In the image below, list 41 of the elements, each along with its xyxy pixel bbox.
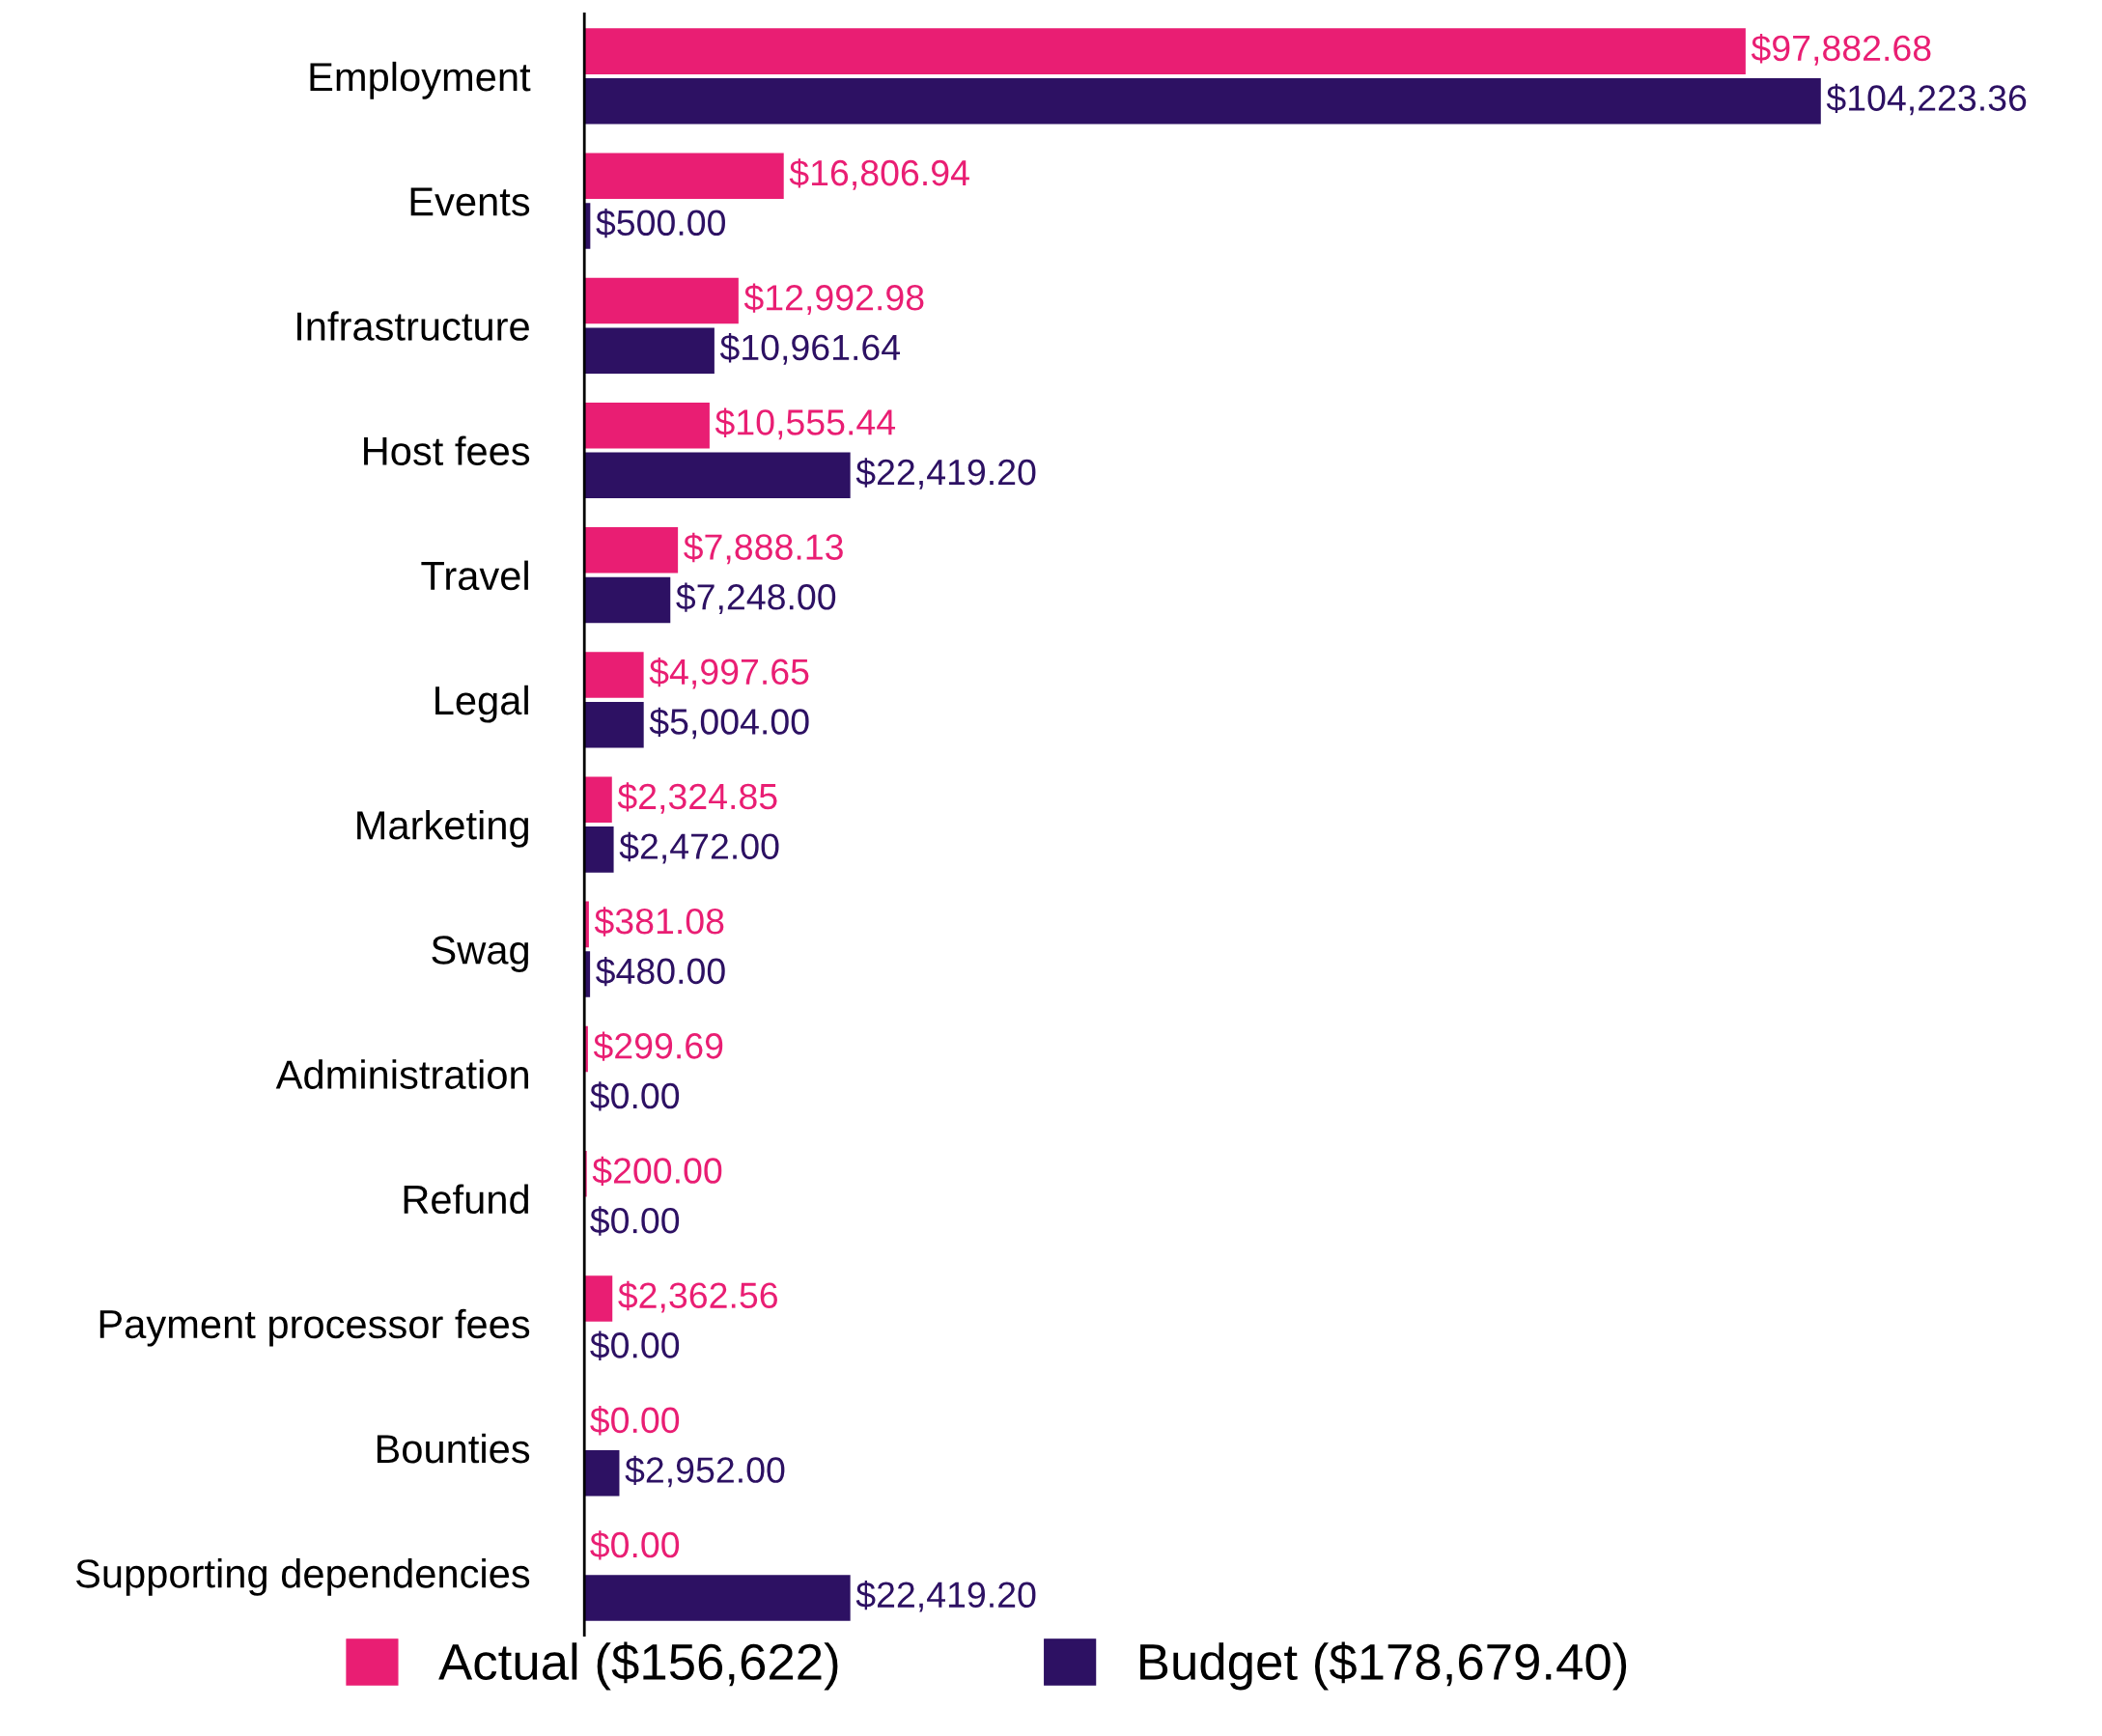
- data-label: $16,806.94: [789, 158, 969, 190]
- data-label: $0.00: [590, 1330, 680, 1360]
- data-label: $5,004.00: [649, 707, 809, 740]
- data-label: $0.00: [590, 1406, 680, 1436]
- y-tick-label: Travel: [421, 560, 528, 591]
- data-label: $4,997.65: [649, 657, 809, 689]
- data-label: $2,324.85: [617, 782, 777, 814]
- data-label: $299.69: [593, 1031, 723, 1061]
- y-tick-label: Payment processor fees: [99, 1308, 530, 1347]
- legend-label: Budget ($178,679.40): [1140, 1641, 1627, 1691]
- y-tick-label: Employment: [310, 61, 531, 99]
- data-label: $200.00: [592, 1156, 722, 1187]
- y-tick-label: Administration: [275, 1059, 528, 1089]
- y-tick-label: Host fees: [364, 435, 530, 466]
- data-label: $12,992.98: [743, 283, 924, 315]
- data-label: $500.00: [596, 208, 725, 238]
- data-label: $104,223.36: [1826, 83, 2027, 116]
- data-label: $7,248.00: [676, 582, 836, 615]
- data-label: $2,472.00: [619, 831, 779, 864]
- y-tick-label: Infrastructure: [297, 311, 529, 341]
- legend-label: Actual ($156,622): [438, 1641, 838, 1691]
- data-label: $2,952.00: [625, 1455, 785, 1488]
- y-tick-label: Legal: [435, 685, 528, 723]
- data-label: $22,419.20: [855, 1580, 1036, 1612]
- y-tick-label: Refund: [404, 1184, 528, 1215]
- y-tick-label: Supporting dependencies: [75, 1558, 530, 1596]
- y-tick-label: Events: [410, 187, 530, 216]
- y-tick-label: Bounties: [377, 1433, 530, 1464]
- data-label: $381.08: [594, 907, 724, 937]
- y-tick-label: Swag: [432, 936, 528, 972]
- data-label: $22,419.20: [855, 458, 1036, 490]
- y-tick-label: Marketing: [357, 809, 528, 848]
- data-label: $2,362.56: [618, 1280, 777, 1313]
- data-label: $7,888.13: [684, 532, 843, 565]
- data-label: $10,555.44: [715, 407, 896, 440]
- data-label: $0.00: [590, 1081, 680, 1111]
- data-label: $10,961.64: [719, 333, 901, 365]
- data-label: $0.00: [590, 1530, 680, 1560]
- data-label: $0.00: [590, 1206, 680, 1236]
- data-label: $97,882.68: [1751, 34, 1931, 66]
- data-label: $480.00: [596, 957, 725, 987]
